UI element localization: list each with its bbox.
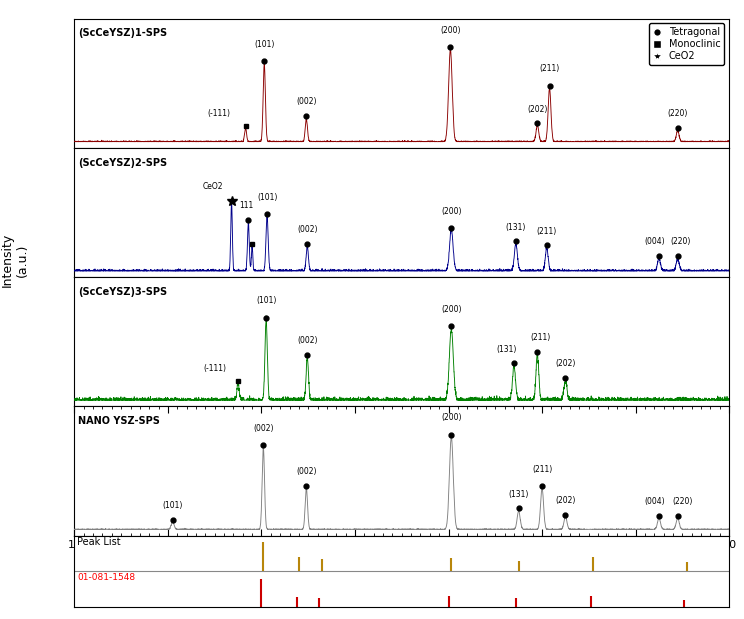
Text: (101): (101) [162,501,183,510]
Text: CeO2: CeO2 [202,182,223,191]
Text: Peak List: Peak List [77,537,121,547]
Text: (200): (200) [441,305,461,314]
Text: (220): (220) [672,497,693,506]
Legend: Tetragonal, Monoclinic, CeO2: Tetragonal, Monoclinic, CeO2 [650,24,724,65]
Text: 01-081-1548: 01-081-1548 [77,573,135,582]
X-axis label: 2θ (°): 2θ (°) [378,555,426,569]
Text: (002): (002) [296,97,317,106]
Text: (ScCeYSZ)3-SPS: (ScCeYSZ)3-SPS [78,287,167,297]
Text: (200): (200) [441,413,461,422]
Text: (200): (200) [440,25,461,35]
Text: (220): (220) [667,110,688,118]
Text: (211): (211) [539,64,559,74]
Text: (101): (101) [257,193,278,202]
Text: (ScCeYSZ)2-SPS: (ScCeYSZ)2-SPS [78,158,167,168]
Text: (200): (200) [441,207,461,215]
Text: (002): (002) [297,336,318,345]
Text: Intensity
(a.u.): Intensity (a.u.) [1,233,29,287]
Text: (202): (202) [527,105,548,113]
Text: (002): (002) [253,423,274,433]
Text: (211): (211) [536,227,557,236]
Text: (131): (131) [508,490,529,499]
Text: NANO YSZ-SPS: NANO YSZ-SPS [78,416,160,426]
Text: (131): (131) [506,222,526,232]
Text: (002): (002) [296,467,317,476]
Text: (211): (211) [532,465,552,474]
Text: (101): (101) [254,40,275,49]
Text: (-111): (-111) [203,364,226,373]
Text: 111: 111 [240,201,254,210]
Text: (131): (131) [496,345,516,353]
Text: (202): (202) [555,359,576,368]
Text: (ScCeYSZ)1-SPS: (ScCeYSZ)1-SPS [78,28,167,38]
Text: (220): (220) [670,238,690,246]
Text: (101): (101) [256,297,276,305]
Text: (211): (211) [530,333,551,342]
Text: (002): (002) [297,225,318,234]
Text: (004): (004) [644,497,664,506]
Text: (202): (202) [555,496,576,504]
Text: (004): (004) [644,238,664,246]
Text: (-111): (-111) [208,110,231,118]
